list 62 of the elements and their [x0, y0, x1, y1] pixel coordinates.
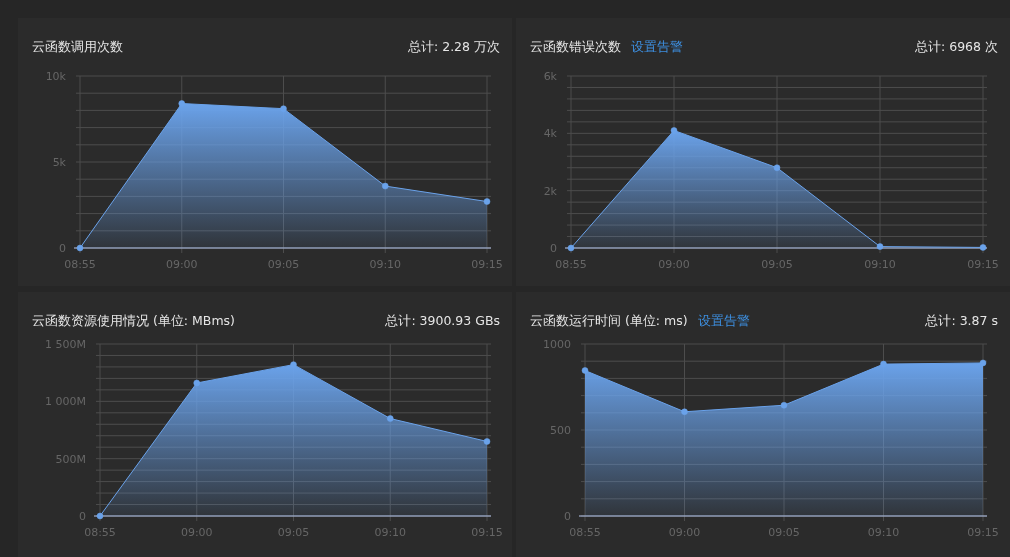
point	[483, 438, 491, 445]
point	[681, 408, 688, 416]
x-tick-label: 09:15	[471, 258, 503, 271]
y-tick-label: 500	[550, 424, 571, 437]
y-tick-label: 1 000M	[45, 395, 86, 409]
y-tick-label: 1 500M	[45, 338, 86, 351]
x-tick-label: 09:00	[668, 526, 701, 539]
x-tick-label: 08:55	[555, 258, 587, 271]
x-tick-label: 08:55	[64, 258, 96, 271]
y-tick-label: 5k	[52, 156, 67, 169]
y-tick-label: 1000	[543, 338, 571, 351]
chart-title: 云函数运行时间 (单位: ms)	[530, 313, 688, 328]
point	[193, 379, 200, 387]
x-tick-label: 09:15	[967, 526, 999, 539]
chart-subtitle: 总计: 2.28 万次	[407, 39, 500, 54]
y-tick-label: 500M	[55, 452, 86, 466]
y-tick-label: 6k	[543, 70, 558, 83]
point	[780, 401, 788, 409]
chart-subtitle: 总计: 3900.93 GBs	[384, 313, 500, 328]
point	[581, 367, 589, 374]
point	[979, 244, 987, 251]
chart-subtitle: 总计: 3.87 s	[924, 313, 998, 328]
chart-title: 云函数资源使用情况 (单位: MBms)	[32, 313, 235, 328]
y-tick-label: 0	[564, 510, 571, 523]
y-tick-label: 0	[79, 510, 86, 523]
point	[483, 198, 491, 205]
x-tick-label: 09:15	[471, 526, 503, 539]
y-tick-label: 2k	[543, 184, 558, 198]
point	[670, 127, 678, 134]
point	[876, 243, 884, 250]
text: 设置告警	[697, 313, 750, 328]
point	[773, 164, 781, 171]
x-tick-label: 09:00	[165, 258, 198, 271]
point	[76, 244, 84, 252]
x-tick-label: 08:55	[569, 526, 601, 539]
x-tick-label: 09:15	[967, 258, 999, 271]
x-tick-label: 09:05	[761, 258, 793, 271]
x-tick-label: 09:00	[180, 526, 213, 539]
chart-subtitle: 总计: 6968 次	[914, 39, 998, 54]
chart-title: 云函数错误次数	[530, 39, 621, 54]
chart-title: 云函数调用次数	[32, 39, 123, 54]
point	[979, 359, 987, 367]
y-tick-label: 0	[59, 242, 66, 255]
x-tick-label: 09:05	[267, 258, 300, 271]
x-tick-label: 09:10	[369, 258, 402, 271]
x-tick-label: 09:10	[867, 526, 900, 539]
x-tick-label: 09:05	[277, 526, 310, 539]
x-tick-label: 08:55	[84, 526, 116, 539]
x-tick-label: 09:10	[864, 258, 896, 271]
point	[387, 415, 394, 422]
x-tick-label: 09:10	[374, 526, 407, 539]
y-tick-label: 4k	[543, 127, 558, 141]
x-tick-label: 09:00	[658, 258, 690, 271]
text: 设置告警	[631, 39, 683, 54]
point	[178, 100, 185, 107]
point	[382, 182, 389, 190]
point	[96, 512, 104, 520]
y-tick-label: 10k	[45, 70, 67, 83]
point	[567, 244, 575, 252]
point	[280, 105, 287, 112]
x-tick-label: 09:05	[768, 526, 800, 539]
y-tick-label: 0	[550, 242, 557, 255]
